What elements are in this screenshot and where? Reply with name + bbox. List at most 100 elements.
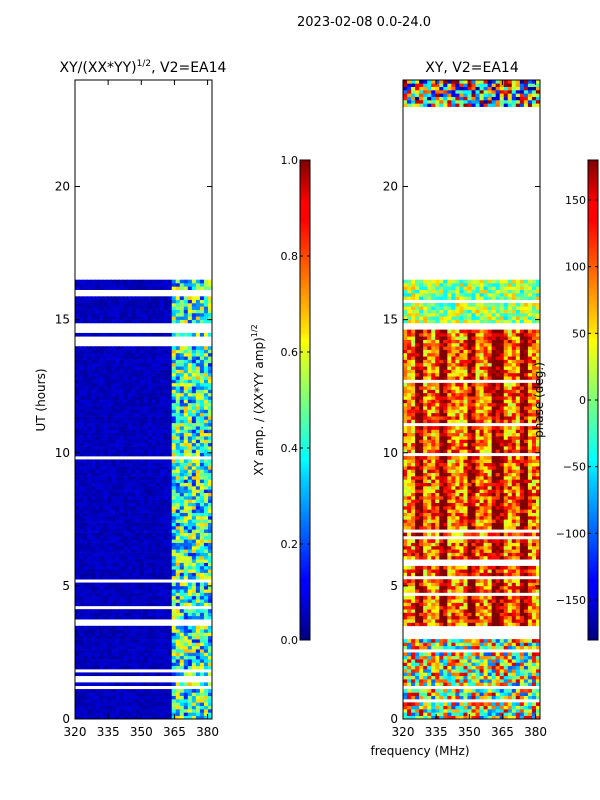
heatmap-cell	[207, 582, 212, 587]
heatmap-cell	[207, 509, 212, 513]
heatmap-cell	[407, 612, 412, 617]
heatmap-cell	[503, 642, 509, 647]
heatmap-cell	[139, 639, 145, 643]
heatmap-cell	[459, 595, 465, 600]
heatmap-cell	[195, 565, 201, 570]
heatmap-cell	[435, 662, 440, 667]
heatmap-cell	[79, 532, 84, 537]
heatmap-cell	[155, 565, 161, 570]
heatmap-cell	[175, 419, 181, 424]
heatmap-cell	[83, 615, 88, 620]
heatmap-cell	[163, 532, 169, 537]
heatmap-cell	[175, 479, 181, 484]
heatmap-cell	[135, 302, 141, 307]
heatmap-cell	[75, 665, 80, 670]
heatmap-cell	[111, 699, 116, 703]
heatmap-cell	[447, 605, 452, 610]
heatmap-cell	[95, 609, 100, 613]
heatmap-cell	[187, 352, 193, 357]
heatmap-cell	[411, 665, 416, 670]
heatmap-cell	[135, 319, 141, 324]
heatmap-cell	[175, 352, 181, 357]
heatmap-cell	[103, 609, 108, 613]
heatmap-cell	[183, 462, 189, 467]
heatmap-cell	[415, 599, 420, 603]
heatmap-cell	[155, 449, 161, 454]
heatmap-cell	[103, 682, 108, 687]
heatmap-cell	[187, 612, 193, 617]
heatmap-cell	[147, 449, 153, 454]
heatmap-cell	[191, 439, 197, 444]
heatmap-cell	[115, 362, 120, 367]
heatmap-cell	[131, 376, 137, 380]
heatmap-cell	[403, 669, 408, 673]
heatmap-cell	[451, 662, 456, 667]
heatmap-cell	[171, 512, 177, 517]
heatmap-cell	[139, 572, 145, 577]
heatmap-cell	[435, 639, 440, 643]
heatmap-cell	[95, 312, 100, 317]
heatmap-cell	[427, 615, 432, 620]
heatmap-cell	[131, 662, 137, 667]
heatmap-cell	[127, 525, 133, 530]
heatmap-cell	[127, 309, 133, 314]
heatmap-cell	[87, 705, 92, 710]
heatmap-cell	[111, 572, 116, 577]
heatmap-cell	[75, 469, 80, 474]
heatmap-cell	[187, 286, 193, 290]
heatmap-cell	[423, 675, 428, 680]
heatmap-cell	[87, 436, 92, 440]
heatmap-cell	[191, 595, 197, 600]
heatmap-cell	[131, 389, 137, 394]
heatmap-cell	[79, 392, 84, 397]
heatmap-cell	[175, 416, 181, 420]
heatmap-cell	[147, 665, 153, 670]
heatmap-cell	[419, 709, 424, 713]
heatmap-cell	[183, 662, 189, 667]
heatmap-cell	[119, 512, 124, 517]
heatmap-cell	[95, 296, 100, 300]
heatmap-cell	[463, 595, 469, 600]
heatmap-cell	[171, 506, 177, 510]
heatmap-cell	[427, 642, 432, 647]
heatmap-cell	[159, 502, 165, 507]
heatmap-cell	[427, 672, 432, 677]
heatmap-cell	[143, 389, 149, 394]
heatmap-cell	[115, 372, 120, 377]
heatmap-cell	[167, 432, 173, 437]
heatmap-cell	[143, 615, 149, 620]
heatmap-cell	[131, 446, 137, 450]
heatmap-cell	[139, 512, 145, 517]
heatmap-cell	[99, 319, 104, 324]
heatmap-cell	[95, 416, 100, 420]
heatmap-cell	[75, 492, 80, 497]
heatmap-cell	[175, 555, 181, 560]
heatmap-cell	[455, 665, 461, 670]
heatmap-cell	[523, 709, 529, 713]
heatmap-cell	[159, 702, 165, 706]
heatmap-cell	[179, 539, 185, 543]
heatmap-cell	[511, 672, 517, 677]
heatmap-cell	[127, 692, 133, 697]
heatmap-cell	[107, 652, 112, 657]
heatmap-cell	[475, 609, 481, 613]
heatmap-cell	[195, 429, 201, 434]
heatmap-cell	[523, 669, 529, 673]
heatmap-cell	[123, 306, 128, 310]
heatmap-cell	[195, 439, 201, 444]
heatmap-cell	[171, 442, 177, 447]
heatmap-cell	[111, 439, 116, 444]
heatmap-cell	[83, 662, 88, 667]
heatmap-cell	[507, 622, 513, 627]
heatmap-cell	[203, 299, 209, 304]
heatmap-cell	[171, 379, 177, 384]
heatmap-cell	[119, 452, 124, 457]
heatmap-cell	[131, 545, 137, 550]
heatmap-cell	[199, 535, 205, 540]
heatmap-cell	[119, 472, 124, 477]
heatmap-cell	[199, 409, 205, 414]
heatmap-cell	[183, 705, 189, 710]
heatmap-cell	[115, 632, 120, 637]
heatmap-cell	[79, 346, 84, 350]
heatmap-cell	[411, 689, 416, 693]
